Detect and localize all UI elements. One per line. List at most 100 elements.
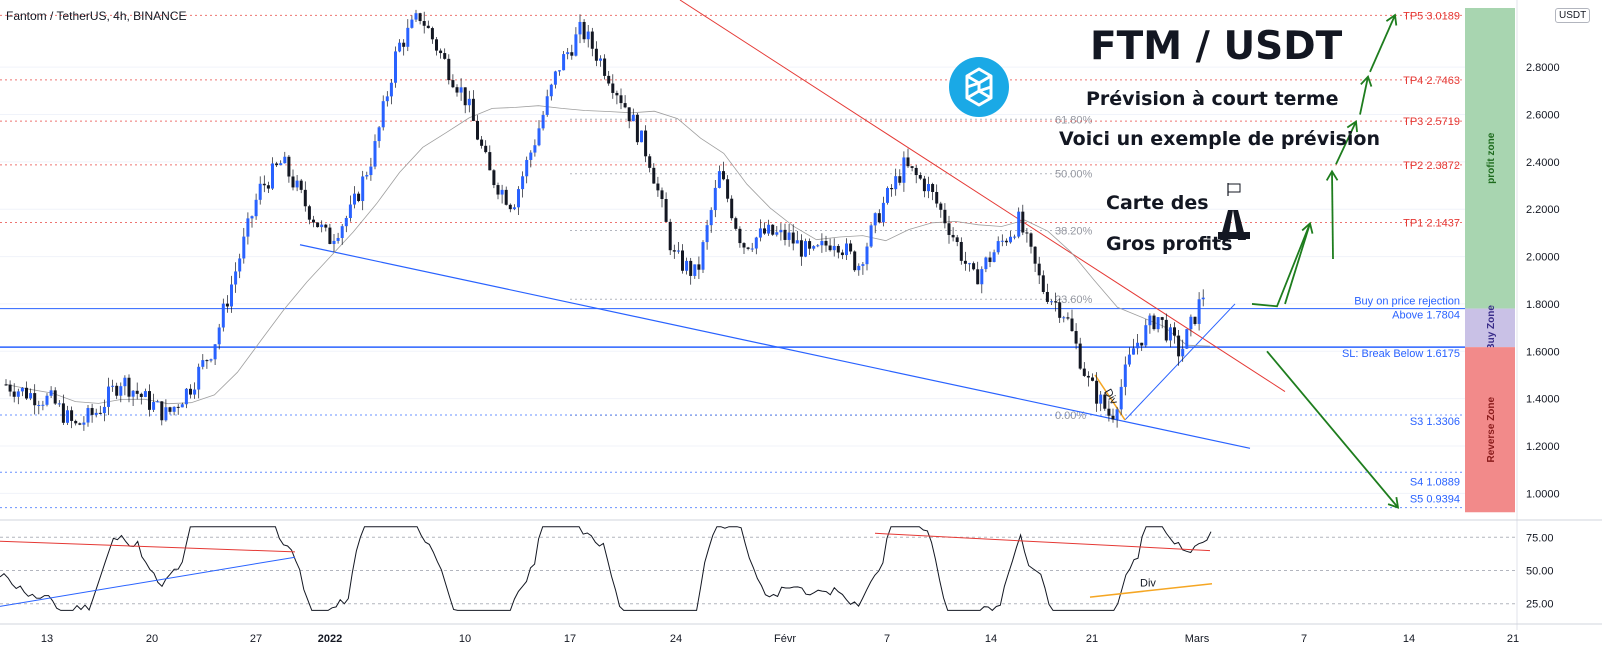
candle-body (49, 390, 53, 396)
candle-body (115, 385, 119, 396)
zone-0 (1465, 8, 1515, 309)
candle-body (70, 410, 74, 421)
candle-body (955, 237, 959, 242)
candle-body (668, 221, 672, 251)
candle-body (242, 236, 246, 259)
currency-badge[interactable]: USDT (1555, 8, 1591, 23)
candle-body (193, 389, 197, 395)
candle-body (340, 226, 344, 238)
candle-body (947, 223, 951, 235)
candle-body (430, 28, 434, 40)
candle-body (824, 240, 828, 246)
candle-body (664, 199, 668, 222)
candle-body (275, 163, 279, 166)
candle-body (697, 264, 701, 270)
candle-body (107, 386, 110, 407)
candle-body (730, 198, 734, 219)
candle-body (869, 225, 873, 247)
candle-body (1086, 375, 1090, 378)
candle-body (1062, 317, 1066, 319)
price-tick-label: 2.8000 (1526, 62, 1560, 74)
candle-body (344, 217, 348, 227)
candle-body (353, 193, 356, 205)
candle-body (504, 189, 508, 205)
candle-body (172, 406, 176, 412)
candle-body (717, 171, 721, 188)
candle-body (1168, 327, 1172, 341)
time-tick-label: 20 (146, 633, 158, 645)
candle-body (1197, 299, 1201, 324)
level-label: S3 1.3306 (1410, 416, 1460, 428)
candle-body (131, 390, 135, 397)
zone-label-1: Buy Zone (1486, 305, 1497, 351)
level-label: SL: Break Below 1.6175 (1342, 348, 1460, 360)
candle-body (566, 52, 570, 55)
time-tick-label: 27 (250, 633, 262, 645)
candle-body (586, 31, 590, 40)
candle-body (836, 245, 840, 253)
candle-body (197, 366, 201, 390)
candle-body (607, 75, 611, 84)
candle-body (635, 114, 639, 143)
rsi-tick-label: 25.00 (1526, 599, 1554, 611)
candle-body (1156, 317, 1160, 330)
candle-body (348, 204, 352, 218)
fib-label: 38.20% (1055, 226, 1093, 238)
rsi-div-label: Div (1140, 577, 1156, 589)
candle-body (369, 166, 373, 176)
candle-body (332, 240, 336, 244)
candle-body (500, 189, 504, 195)
candle-body (1045, 291, 1049, 302)
candle-body (959, 241, 963, 261)
zone-1 (1465, 308, 1515, 348)
candle-body (1201, 297, 1205, 300)
candle-body (414, 13, 418, 20)
candle-body (303, 189, 307, 207)
candle-body (439, 50, 443, 54)
arrow-head-tp4 (1360, 74, 1373, 87)
candle-body (553, 71, 557, 85)
candle-body (709, 210, 713, 226)
candle-body (480, 139, 484, 146)
candle-body (1193, 316, 1197, 324)
candle-body (127, 377, 131, 397)
candle-body (910, 166, 914, 168)
level-label: TP2 2.3872 (1403, 160, 1460, 172)
candle-body (968, 263, 971, 265)
candle-body (426, 25, 430, 29)
candle-body (713, 187, 717, 211)
candle-body (840, 252, 844, 256)
candle-body (78, 423, 82, 425)
candle-body (201, 360, 205, 367)
candle-body (922, 178, 926, 192)
candle-body (451, 80, 455, 88)
rsi-resistance-line-1 (0, 540, 296, 553)
candle-body (1177, 335, 1181, 357)
candle-body (590, 31, 594, 49)
candle-body (726, 179, 730, 199)
time-tick-label: Mars (1185, 633, 1210, 645)
time-tick-label: 21 (1507, 633, 1519, 645)
rising-trendline (1124, 303, 1236, 421)
candle-body (799, 240, 803, 257)
candle-body (254, 199, 258, 217)
candle-body (1041, 275, 1045, 292)
rsi-line (0, 526, 1212, 612)
candle-body (857, 265, 861, 271)
candle-body (443, 53, 447, 59)
candle-body (312, 219, 315, 223)
candle-body (381, 101, 385, 128)
candle-body (4, 384, 8, 386)
candle-body (1066, 317, 1070, 319)
candle-body (599, 58, 602, 61)
candle-body (1050, 301, 1053, 303)
candle-body (209, 359, 213, 361)
candle-body (832, 245, 836, 251)
time-tick-label: 14 (985, 633, 997, 645)
forecast-up-segment (1335, 121, 1357, 165)
candle-body (455, 87, 459, 93)
fib-label: 23.60% (1055, 294, 1093, 306)
price-tick-label: 2.6000 (1526, 110, 1560, 122)
candle-body (1074, 331, 1078, 344)
time-tick-label: Févr (774, 633, 796, 645)
